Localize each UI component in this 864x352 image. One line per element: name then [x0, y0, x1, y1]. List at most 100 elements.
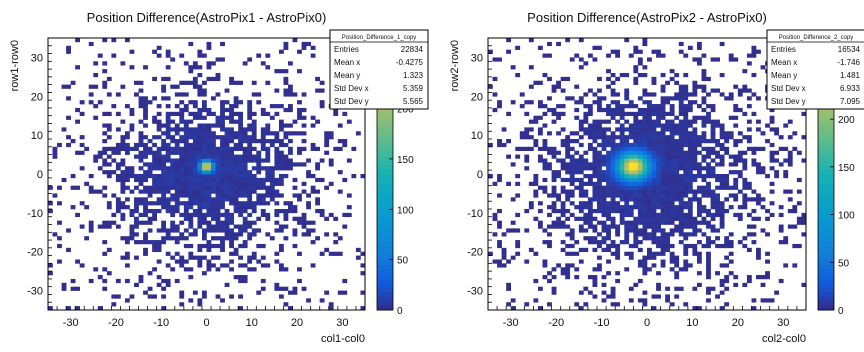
heatmap-bin — [111, 193, 117, 198]
heatmap-bin — [710, 193, 716, 198]
heatmap-bin — [134, 220, 139, 225]
heatmap-bin — [229, 220, 234, 225]
heatmap-bin — [292, 243, 298, 249]
heatmap-bin — [501, 232, 507, 237]
heatmap-bin — [165, 197, 171, 202]
heatmap-bin — [569, 189, 575, 194]
heatmap-bin — [656, 158, 661, 163]
heatmap-bin — [174, 127, 180, 132]
heatmap-bin — [247, 127, 253, 132]
heatmap-bin — [678, 139, 684, 144]
heatmap-bin — [633, 154, 639, 159]
heatmap-bin — [197, 243, 203, 249]
heatmap-bin — [211, 170, 216, 175]
heatmap-bin — [355, 247, 361, 253]
heatmap-bin — [152, 201, 157, 206]
heatmap-bin — [533, 115, 539, 120]
heatmap-bin — [547, 278, 552, 284]
heatmap-bin — [192, 166, 198, 171]
heatmap-bin — [656, 205, 661, 210]
heatmap-bin — [183, 131, 189, 136]
heatmap-bin — [174, 236, 180, 241]
heatmap-bin — [674, 96, 680, 101]
heatmap-bin — [288, 306, 293, 311]
heatmap-bin — [601, 275, 607, 280]
heatmap-bin — [102, 162, 108, 167]
heatmap-bin — [52, 146, 58, 151]
heatmap-bin — [660, 139, 666, 144]
heatmap-bin — [597, 127, 602, 132]
heatmap-bin — [678, 177, 684, 183]
heatmap-bin — [660, 243, 666, 249]
heatmap-bin — [288, 104, 293, 109]
heatmap-bin — [510, 100, 516, 105]
heatmap-bin — [138, 174, 144, 179]
heatmap-bin — [642, 139, 648, 144]
heatmap-bin — [733, 170, 739, 175]
heatmap-bin — [783, 170, 789, 175]
heatmap-bin — [696, 139, 702, 144]
heatmap-bin — [197, 208, 203, 214]
heatmap-bin — [288, 88, 293, 93]
heatmap-bin — [637, 174, 643, 179]
heatmap-bin — [733, 142, 739, 148]
plot-frame — [47, 37, 366, 311]
heatmap-bin — [183, 185, 189, 190]
heatmap-bin — [592, 236, 598, 241]
heatmap-bin — [560, 185, 566, 190]
heatmap-bin — [592, 216, 598, 221]
heatmap-bin — [633, 104, 639, 109]
heatmap-bin — [283, 158, 289, 163]
heatmap-bin — [260, 185, 266, 190]
heatmap-bin — [778, 135, 784, 140]
heatmap-bin — [188, 100, 194, 105]
heatmap-bin — [624, 177, 630, 183]
heatmap-bin — [692, 131, 698, 136]
heatmap-bin — [206, 181, 212, 186]
heatmap-bin — [337, 146, 343, 151]
heatmap-bin — [106, 201, 112, 206]
heatmap-bin — [733, 275, 739, 280]
heatmap-bin — [647, 154, 652, 159]
heatmap-bin — [715, 208, 720, 214]
heatmap-bin — [147, 193, 153, 198]
heatmap-bin — [683, 84, 689, 89]
y-axis-label: row2-row0 — [449, 40, 461, 91]
heatmap-bin — [701, 72, 707, 78]
heatmap-bin — [619, 240, 625, 245]
heatmap-bin — [161, 220, 167, 225]
heatmap-bin — [274, 162, 280, 167]
heatmap-bin — [238, 294, 244, 299]
stats-value: -0.4275 — [396, 58, 424, 67]
heatmap-bin — [265, 123, 271, 128]
heatmap-bin — [188, 177, 194, 183]
heatmap-bin — [111, 170, 117, 175]
heatmap-bin — [201, 228, 207, 233]
heatmap-bin — [206, 146, 212, 151]
heatmap-bin — [111, 220, 117, 225]
heatmap-bin — [515, 146, 521, 151]
heatmap-bin — [674, 294, 680, 299]
heatmap-bin — [274, 201, 280, 206]
heatmap-bin — [787, 162, 793, 167]
heatmap-bin — [183, 174, 189, 179]
heatmap-bin — [274, 158, 280, 163]
heatmap-bin — [215, 166, 221, 171]
heatmap-bin — [102, 286, 108, 291]
heatmap-bin — [211, 150, 216, 155]
heatmap-bin — [211, 111, 216, 117]
heatmap-bin — [102, 170, 108, 175]
heatmap-bin — [656, 294, 661, 299]
heatmap-bin — [756, 247, 761, 253]
heatmap-bin — [524, 228, 530, 233]
heatmap-bin — [315, 197, 321, 202]
heatmap-bin — [687, 185, 693, 190]
heatmap-bin — [197, 131, 203, 136]
heatmap-bin — [601, 96, 607, 101]
heatmap-bin — [134, 92, 139, 97]
heatmap-bin — [660, 193, 666, 198]
heatmap-bin — [619, 72, 625, 78]
heatmap-bin — [687, 104, 693, 109]
heatmap-bin — [143, 65, 148, 70]
heatmap-bin — [497, 139, 502, 144]
